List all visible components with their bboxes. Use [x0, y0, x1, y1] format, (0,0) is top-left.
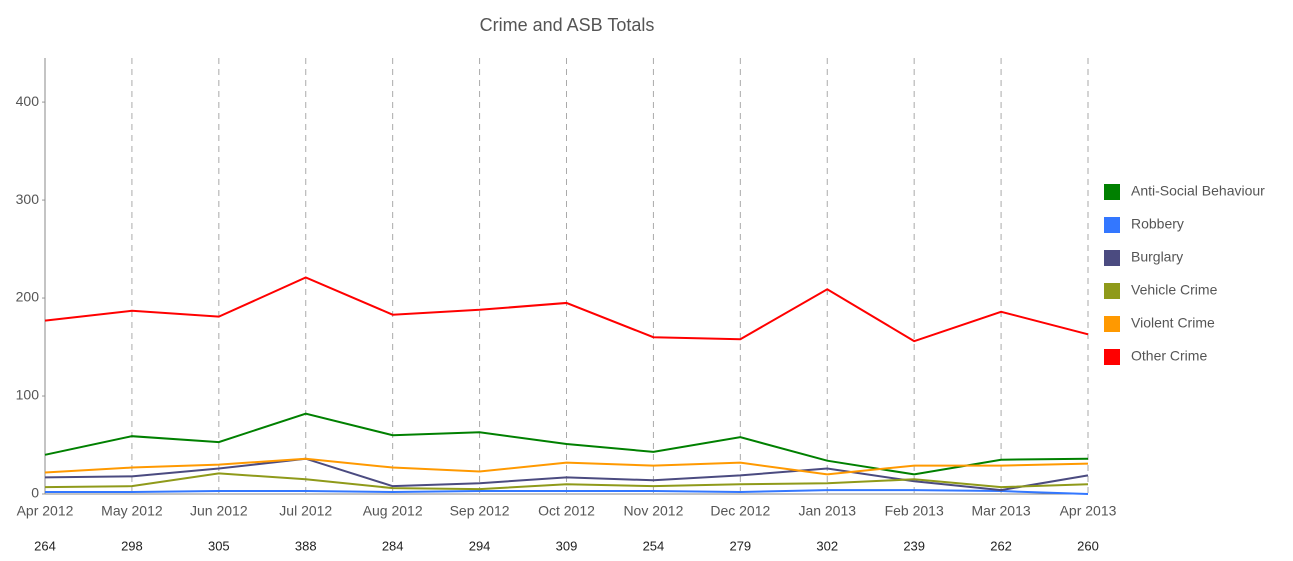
legend-label: Robbery: [1131, 216, 1184, 232]
legend-label: Vehicle Crime: [1131, 282, 1218, 298]
series-line: [44, 412, 1089, 476]
series-line: [45, 489, 1089, 495]
y-tick-label: 400: [16, 93, 40, 109]
x-tick-label: Oct 2012: [538, 503, 595, 519]
series-line: [44, 472, 1089, 491]
total-label: 279: [729, 538, 751, 553]
total-label: 264: [34, 538, 56, 553]
x-tick-label: Sep 2012: [450, 503, 510, 519]
series-line: [44, 276, 1089, 343]
total-label: 260: [1077, 538, 1099, 553]
x-tick-label: Jun 2012: [190, 503, 248, 519]
total-label: 305: [208, 538, 230, 553]
x-tick-label: Aug 2012: [363, 503, 423, 519]
legend-swatch: [1104, 184, 1120, 200]
total-label: 302: [816, 538, 838, 553]
total-label: 294: [469, 538, 491, 553]
total-label: 298: [121, 538, 143, 553]
y-tick-label: 100: [16, 387, 40, 403]
y-tick-label: 0: [31, 485, 39, 501]
legend-label: Other Crime: [1131, 348, 1207, 364]
x-tick-label: Apr 2012: [17, 503, 74, 519]
y-tick-label: 200: [16, 289, 40, 305]
legend-swatch: [1104, 283, 1120, 299]
x-tick-label: Jan 2013: [798, 503, 856, 519]
x-tick-label: Dec 2012: [710, 503, 770, 519]
total-label: 388: [295, 538, 317, 553]
legend-swatch: [1104, 349, 1120, 365]
total-label: 284: [382, 538, 404, 553]
legend-swatch: [1104, 217, 1120, 233]
x-tick-label: Mar 2013: [972, 503, 1031, 519]
x-tick-label: Jul 2012: [279, 503, 332, 519]
x-tick-label: Feb 2013: [885, 503, 944, 519]
total-label: 262: [990, 538, 1012, 553]
x-tick-label: Nov 2012: [623, 503, 683, 519]
x-tick-label: Apr 2013: [1060, 503, 1117, 519]
x-tick-label: May 2012: [101, 503, 163, 519]
legend-swatch: [1104, 250, 1120, 266]
total-label: 309: [556, 538, 578, 553]
legend-swatch: [1104, 316, 1120, 332]
chart-title: Crime and ASB Totals: [480, 15, 655, 35]
total-label: 239: [903, 538, 925, 553]
y-tick-label: 300: [16, 191, 40, 207]
legend-label: Anti-Social Behaviour: [1131, 183, 1265, 199]
series-line: [44, 457, 1089, 492]
legend-label: Violent Crime: [1131, 315, 1215, 331]
series-line: [44, 457, 1089, 476]
total-label: 254: [643, 538, 665, 553]
legend-label: Burglary: [1131, 249, 1183, 265]
